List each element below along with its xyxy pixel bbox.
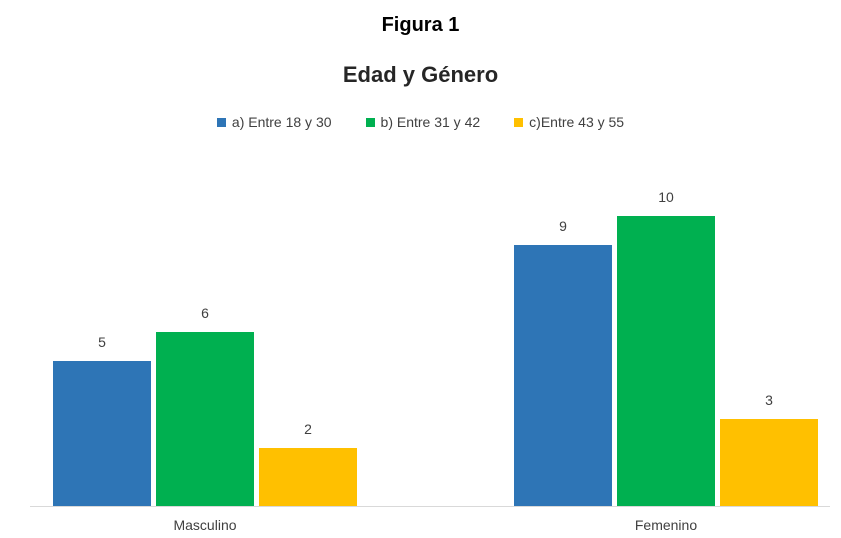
bar-femenino-series-b [617, 216, 715, 506]
bar-masculino-series-a [53, 361, 151, 506]
legend-swatch-series-b [365, 117, 375, 127]
legend: a) Entre 18 y 30 b) Entre 31 y 42 c)Entr… [0, 114, 841, 130]
legend-label-series-a: a) Entre 18 y 30 [231, 114, 332, 130]
x-tick-label-femenino: Femenino [635, 517, 697, 533]
data-label-femenino-series-b: 10 [658, 189, 674, 205]
bar-femenino-series-c [720, 419, 818, 506]
bar-masculino-series-c [259, 448, 357, 506]
figure-label: Figura 1 [381, 14, 460, 36]
x-tick-label-masculino: Masculino [173, 517, 236, 533]
data-label-masculino-series-b: 6 [201, 305, 209, 321]
legend-item-series-a: a) Entre 18 y 30 [216, 114, 332, 130]
legend-swatch-series-a [216, 117, 226, 127]
bar-femenino-series-a [514, 245, 612, 506]
legend-swatch-series-c [514, 117, 524, 127]
data-label-masculino-series-a: 5 [98, 334, 106, 350]
legend-item-series-b: b) Entre 31 y 42 [365, 114, 481, 130]
data-label-femenino-series-c: 3 [765, 392, 773, 408]
legend-label-series-c: c)Entre 43 y 55 [529, 114, 625, 130]
legend-item-series-c: c)Entre 43 y 55 [514, 114, 624, 130]
chart-title: Edad y Género [342, 62, 499, 87]
legend-label-series-b: b) Entre 31 y 42 [380, 114, 481, 130]
data-label-masculino-series-c: 2 [304, 421, 312, 437]
data-label-femenino-series-a: 9 [559, 218, 567, 234]
bar-masculino-series-b [156, 332, 254, 506]
